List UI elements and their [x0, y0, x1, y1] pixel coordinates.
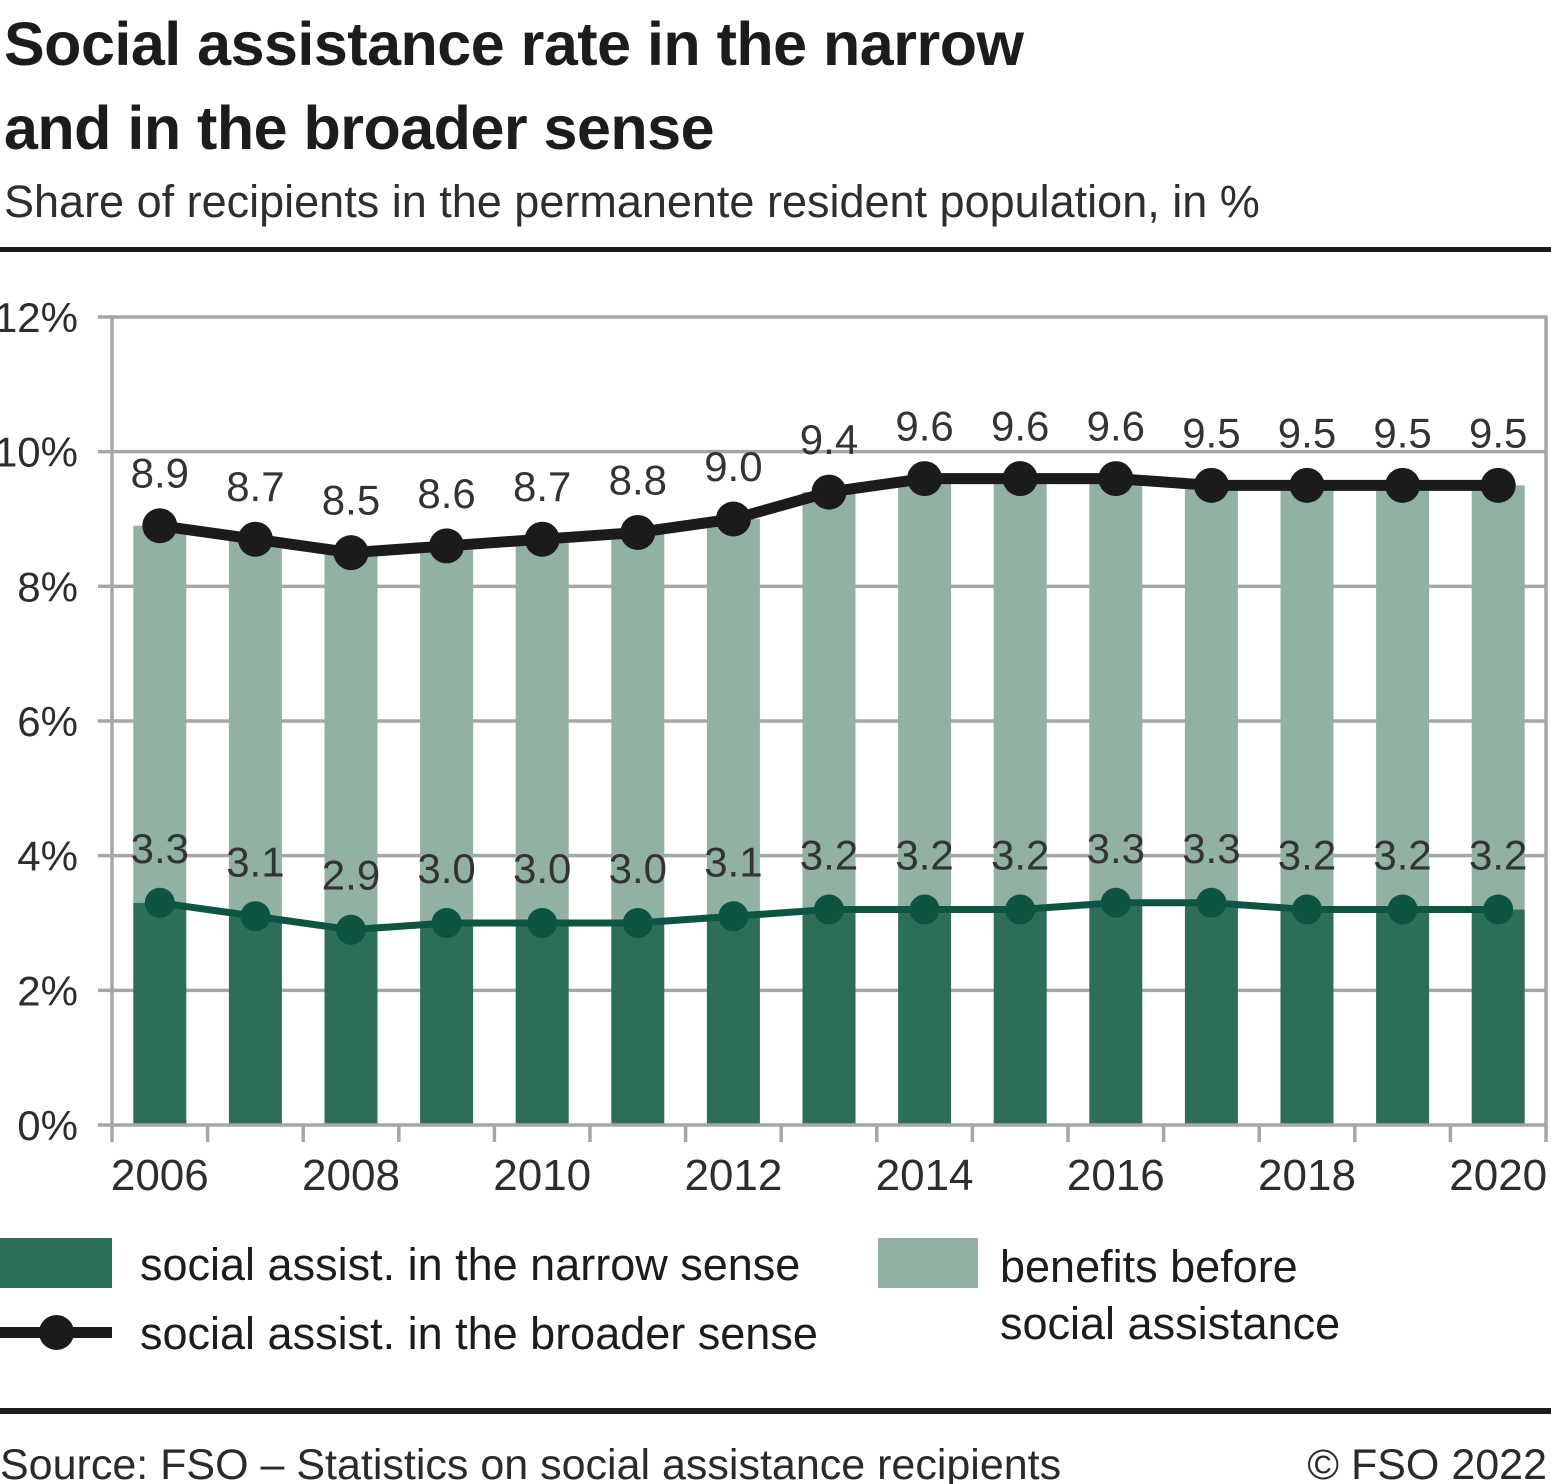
- bar-narrow-2007: [228, 916, 282, 1125]
- svg-text:8.8: 8.8: [609, 456, 667, 503]
- svg-text:3.2: 3.2: [1469, 832, 1527, 879]
- bar-narrow-2018: [1280, 909, 1334, 1125]
- legend-swatch-benefits: [878, 1238, 978, 1288]
- bar-benefits-2018: [1280, 485, 1334, 910]
- svg-text:3.1: 3.1: [226, 838, 284, 885]
- svg-text:3.2: 3.2: [991, 832, 1049, 879]
- svg-text:8.7: 8.7: [513, 463, 571, 510]
- page-subtitle: Share of recipients in the permanente re…: [4, 176, 1260, 227]
- svg-text:9.6: 9.6: [895, 403, 953, 450]
- svg-text:2012: 2012: [684, 1151, 782, 1200]
- axis-ticks: [98, 315, 112, 1127]
- bar-narrow-2017: [1184, 902, 1238, 1125]
- svg-text:8.6: 8.6: [417, 470, 475, 517]
- svg-text:9.6: 9.6: [991, 403, 1049, 450]
- bar-narrow-2020: [1471, 909, 1525, 1125]
- svg-text:3.0: 3.0: [609, 845, 667, 892]
- bar-benefits-2012: [706, 519, 760, 917]
- svg-text:10%: 10%: [0, 429, 78, 476]
- svg-text:2006: 2006: [111, 1151, 209, 1200]
- y-axis-labels: 0% 2% 4% 6% 8% 10% 12%: [0, 294, 78, 1149]
- svg-text:2.9: 2.9: [322, 852, 380, 899]
- svg-text:3.3: 3.3: [1182, 825, 1240, 872]
- svg-text:3.2: 3.2: [1278, 832, 1336, 879]
- page-title: Social assistance rate in the narrow and…: [4, 10, 1024, 162]
- bar-benefits-2019: [1376, 485, 1430, 910]
- bar-narrow-2012: [706, 916, 760, 1125]
- svg-text:4%: 4%: [17, 833, 78, 880]
- bar-narrow-2008: [324, 929, 378, 1125]
- bar-benefits-2016: [1089, 478, 1143, 903]
- svg-text:9.5: 9.5: [1182, 409, 1240, 456]
- footer-divider: [0, 1408, 1551, 1414]
- svg-text:2016: 2016: [1067, 1151, 1165, 1200]
- svg-text:3.3: 3.3: [131, 825, 189, 872]
- legend-swatch-narrow-sense: [0, 1238, 112, 1288]
- svg-text:2020: 2020: [1449, 1151, 1547, 1200]
- bar-benefits-2007: [228, 539, 282, 917]
- bar-benefits-2008: [324, 552, 378, 930]
- bar-narrow-2009: [420, 923, 474, 1125]
- bar-benefits-2006: [133, 525, 187, 903]
- bar-narrow-2015: [993, 909, 1047, 1125]
- bar-narrow-2014: [898, 909, 952, 1125]
- svg-text:8%: 8%: [17, 563, 78, 610]
- bar-benefits-2020: [1471, 485, 1525, 910]
- svg-text:12%: 12%: [0, 294, 78, 341]
- bar-narrow-2016: [1089, 902, 1143, 1125]
- legend-dot-marker-broader-sense: [39, 1315, 74, 1350]
- svg-text:2008: 2008: [302, 1151, 400, 1200]
- bar-benefits-2017: [1184, 485, 1238, 903]
- svg-text:2%: 2%: [17, 967, 78, 1014]
- source-note: Source: FSO – Statistics on social assis…: [0, 1441, 1062, 1484]
- legend-label-benefits: benefits before social assistance: [1000, 1241, 1341, 1349]
- narrow-sense-line: [144, 887, 1514, 945]
- bar-narrow-2010: [515, 923, 569, 1125]
- x-axis-ticks: [110, 1125, 1548, 1142]
- svg-text:3.0: 3.0: [513, 845, 571, 892]
- bar-benefits-2013: [802, 492, 856, 910]
- bar-benefits-2010: [515, 539, 569, 923]
- svg-text:8.7: 8.7: [226, 463, 284, 510]
- plot-frame: [110, 315, 1548, 1127]
- svg-text:0%: 0%: [17, 1102, 78, 1149]
- bar-benefits-2011: [611, 532, 665, 923]
- svg-text:8.5: 8.5: [322, 477, 380, 524]
- svg-text:9.0: 9.0: [704, 443, 762, 490]
- bar-benefits-2014: [898, 478, 952, 910]
- svg-text:3.3: 3.3: [1087, 825, 1145, 872]
- svg-text:3.2: 3.2: [1373, 832, 1431, 879]
- chart-svg: 0% 2% 4% 6% 8% 10% 12% 8.9 8.7 8.5 8.6 8.7 8.8 9.0 9.4…: [0, 294, 1548, 1200]
- copyright-note: © FSO 2022: [1307, 1441, 1547, 1484]
- svg-text:6%: 6%: [17, 698, 78, 745]
- svg-text:8.9: 8.9: [131, 450, 189, 497]
- bar-narrow-2006: [133, 902, 187, 1125]
- svg-text:2014: 2014: [876, 1151, 974, 1200]
- bar-narrow-2011: [611, 923, 665, 1125]
- broader-sense-line: [142, 461, 1516, 571]
- svg-text:9.6: 9.6: [1087, 403, 1145, 450]
- svg-text:9.5: 9.5: [1278, 409, 1336, 456]
- svg-text:2010: 2010: [493, 1151, 591, 1200]
- svg-text:9.5: 9.5: [1469, 409, 1527, 456]
- header-divider: [0, 247, 1551, 252]
- svg-text:3.2: 3.2: [895, 832, 953, 879]
- svg-text:2018: 2018: [1258, 1151, 1356, 1200]
- svg-text:3.0: 3.0: [417, 845, 475, 892]
- svg-text:3.2: 3.2: [800, 832, 858, 879]
- legend-label-narrow-sense: social assist. in the narrow sense: [140, 1239, 801, 1290]
- bar-benefits-2015: [993, 478, 1047, 910]
- value-labels: 8.9 8.7 8.5 8.6 8.7 8.8 9.0 9.4 9.6 9.6 9.6 9.5 9.5 9…: [131, 403, 1528, 899]
- svg-text:9.4: 9.4: [800, 416, 858, 463]
- svg-text:3.1: 3.1: [704, 838, 762, 885]
- bar-narrow-2013: [802, 909, 856, 1125]
- bar-narrow-2019: [1376, 909, 1430, 1125]
- svg-text:9.5: 9.5: [1373, 409, 1431, 456]
- bars: [133, 478, 1525, 1125]
- legend-label-broader-sense: social assist. in the broader sense: [140, 1308, 818, 1359]
- bar-benefits-2009: [420, 545, 474, 923]
- x-axis-labels: 2006 2008 2010 2012 2014 2016 2018 2020: [111, 1151, 1547, 1200]
